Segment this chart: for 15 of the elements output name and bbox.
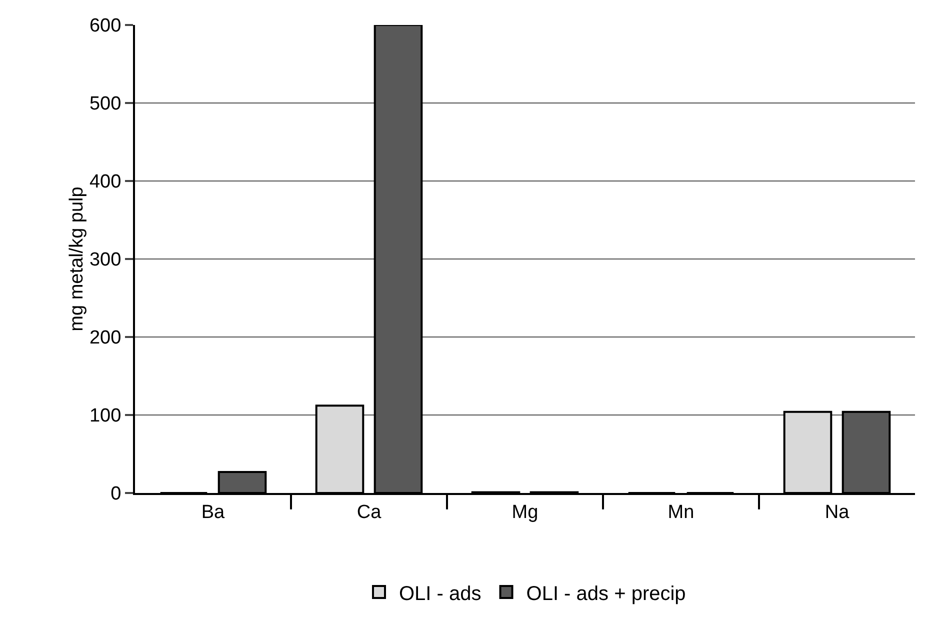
x-tick-label: Ba	[201, 502, 226, 523]
y-tick-label: 500	[89, 94, 122, 115]
x-tick-label: Ca	[356, 502, 382, 523]
legend-label: OLI - ads	[399, 582, 482, 605]
y-tick-label: 600	[89, 16, 122, 37]
y-tick-label: 300	[89, 250, 122, 271]
y-tick-label: 200	[89, 328, 122, 349]
legend-label: OLI - ads + precip	[526, 582, 686, 605]
y-tick-label: 400	[89, 172, 122, 193]
y-tick-label: 100	[89, 406, 122, 427]
x-tick-label: Na	[824, 502, 850, 523]
y-tick-label: 0	[110, 484, 122, 505]
x-tick-label: Mg	[512, 502, 538, 523]
y-axis-title: mg metal/kg pulp	[66, 186, 88, 332]
x-tick-label: Mn	[668, 502, 694, 523]
